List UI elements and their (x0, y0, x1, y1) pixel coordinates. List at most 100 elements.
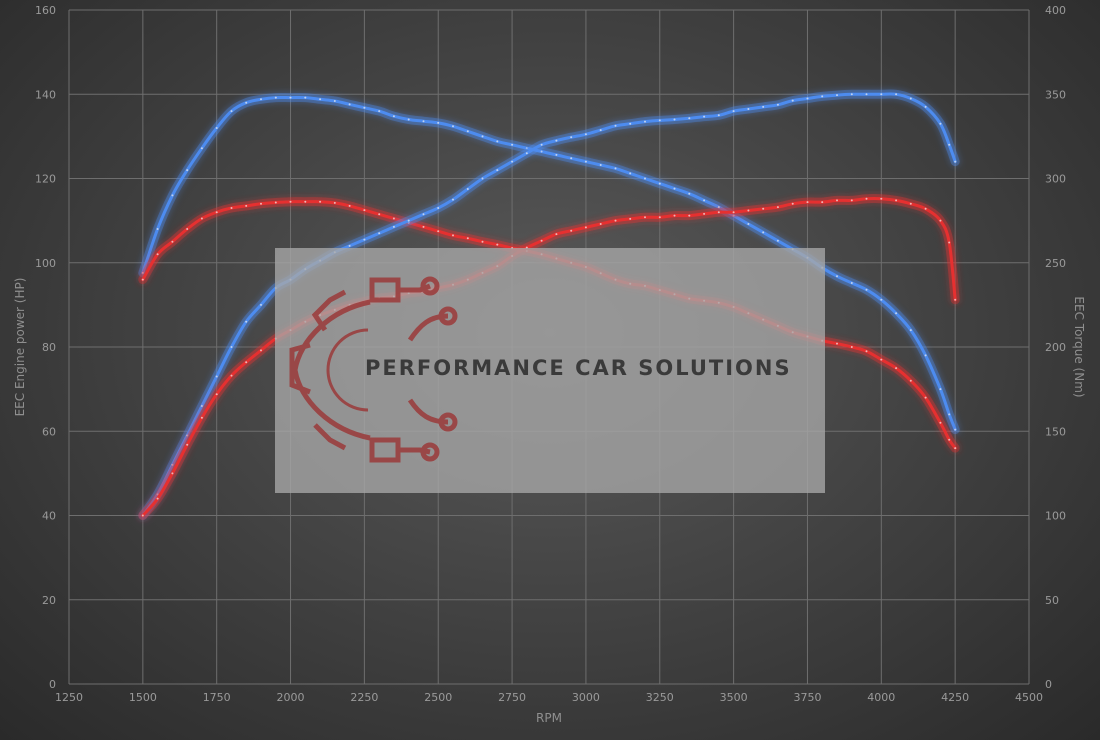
series-point (215, 211, 218, 214)
series-point (732, 211, 735, 214)
series-point (658, 182, 661, 185)
x-tick-label: 2000 (277, 691, 305, 704)
series-point (776, 206, 779, 209)
series-point (245, 101, 248, 104)
series-point (274, 201, 277, 204)
series-point (658, 119, 661, 122)
series-point (629, 172, 632, 175)
series-point (954, 298, 957, 301)
series-point (525, 152, 528, 155)
series-point (688, 192, 691, 195)
y2-tick-label: 150 (1045, 425, 1066, 438)
x-tick-label: 2500 (424, 691, 452, 704)
series-point (924, 354, 927, 357)
series-point (909, 379, 912, 382)
series-point (644, 120, 646, 123)
series-point (644, 216, 646, 219)
series-point (333, 201, 336, 204)
y-tick-label: 20 (42, 594, 56, 607)
series-point (880, 197, 883, 200)
y-axis-label: EEC Engine power (HP) (13, 278, 27, 417)
series-point (496, 169, 499, 172)
series-point (570, 136, 573, 139)
series-point (880, 93, 883, 96)
series-point (230, 374, 233, 377)
series-point (437, 207, 440, 209)
series-point (673, 214, 676, 217)
series-point (948, 413, 951, 416)
x-axis-label: RPM (536, 711, 562, 725)
series-point (850, 282, 853, 284)
series-point (466, 237, 469, 240)
series-point (215, 393, 218, 396)
series-point (776, 103, 779, 106)
series-point (629, 217, 632, 220)
series-point (363, 106, 366, 109)
series-point (865, 350, 868, 353)
series-point (776, 239, 779, 242)
y-tick-label: 60 (42, 425, 56, 438)
series-point (481, 177, 484, 180)
series-point (230, 110, 233, 113)
series-point (747, 108, 750, 110)
series-point (289, 96, 292, 99)
x-tick-label: 4250 (941, 691, 969, 704)
series-point (939, 388, 942, 391)
series-point (924, 396, 927, 399)
series-point (717, 206, 720, 209)
series-point (614, 219, 617, 222)
y-tick-label: 120 (35, 173, 56, 186)
series-point (703, 199, 706, 202)
series-point (245, 320, 248, 323)
series-point (555, 153, 558, 156)
series-point (762, 231, 765, 234)
watermark-panel (275, 248, 825, 493)
series-point (348, 103, 351, 106)
series-point (747, 209, 750, 212)
series-point (378, 110, 381, 113)
x-tick-label: 4500 (1015, 691, 1043, 704)
series-point (304, 200, 307, 203)
series-point (200, 405, 203, 407)
series-point (629, 122, 632, 125)
series-point (850, 199, 853, 202)
series-point (511, 160, 514, 163)
x-tick-label: 3500 (720, 691, 748, 704)
series-point (392, 217, 395, 220)
tick-labels: 1250 1500 1750 2000 2250 2500 2750 3000 3250 3500… (35, 4, 1066, 704)
series-point (200, 217, 203, 220)
series-point (821, 201, 824, 204)
series-point (422, 225, 425, 228)
series-point (948, 438, 951, 441)
series-point (599, 223, 602, 225)
series-point (260, 349, 262, 352)
watermark: PERFORMANCE CAR SOLUTIONS (275, 248, 825, 493)
series-point (215, 127, 218, 129)
series-point (407, 118, 410, 121)
series-point (688, 117, 691, 120)
series-point (319, 200, 322, 203)
y-tick-label: 100 (35, 257, 56, 270)
series-point (274, 96, 277, 99)
y2-tick-label: 200 (1045, 341, 1066, 354)
series-point (895, 367, 898, 370)
series-point (880, 358, 883, 361)
series-point (806, 201, 809, 204)
series-point (156, 497, 159, 500)
series-point (584, 160, 587, 163)
series-point (378, 213, 381, 216)
series-point (260, 303, 262, 306)
series-point (200, 147, 203, 150)
series-point (762, 105, 765, 108)
series-point (703, 212, 706, 215)
series-point (422, 120, 425, 123)
y2-axis-label: EEC Torque (Nm) (1072, 296, 1086, 397)
y2-tick-label: 50 (1045, 594, 1059, 607)
series-point (909, 202, 912, 205)
series-point (850, 346, 853, 348)
x-tick-label: 1250 (55, 691, 83, 704)
series-point (836, 342, 838, 345)
series-point (407, 219, 410, 222)
series-point (836, 275, 838, 278)
